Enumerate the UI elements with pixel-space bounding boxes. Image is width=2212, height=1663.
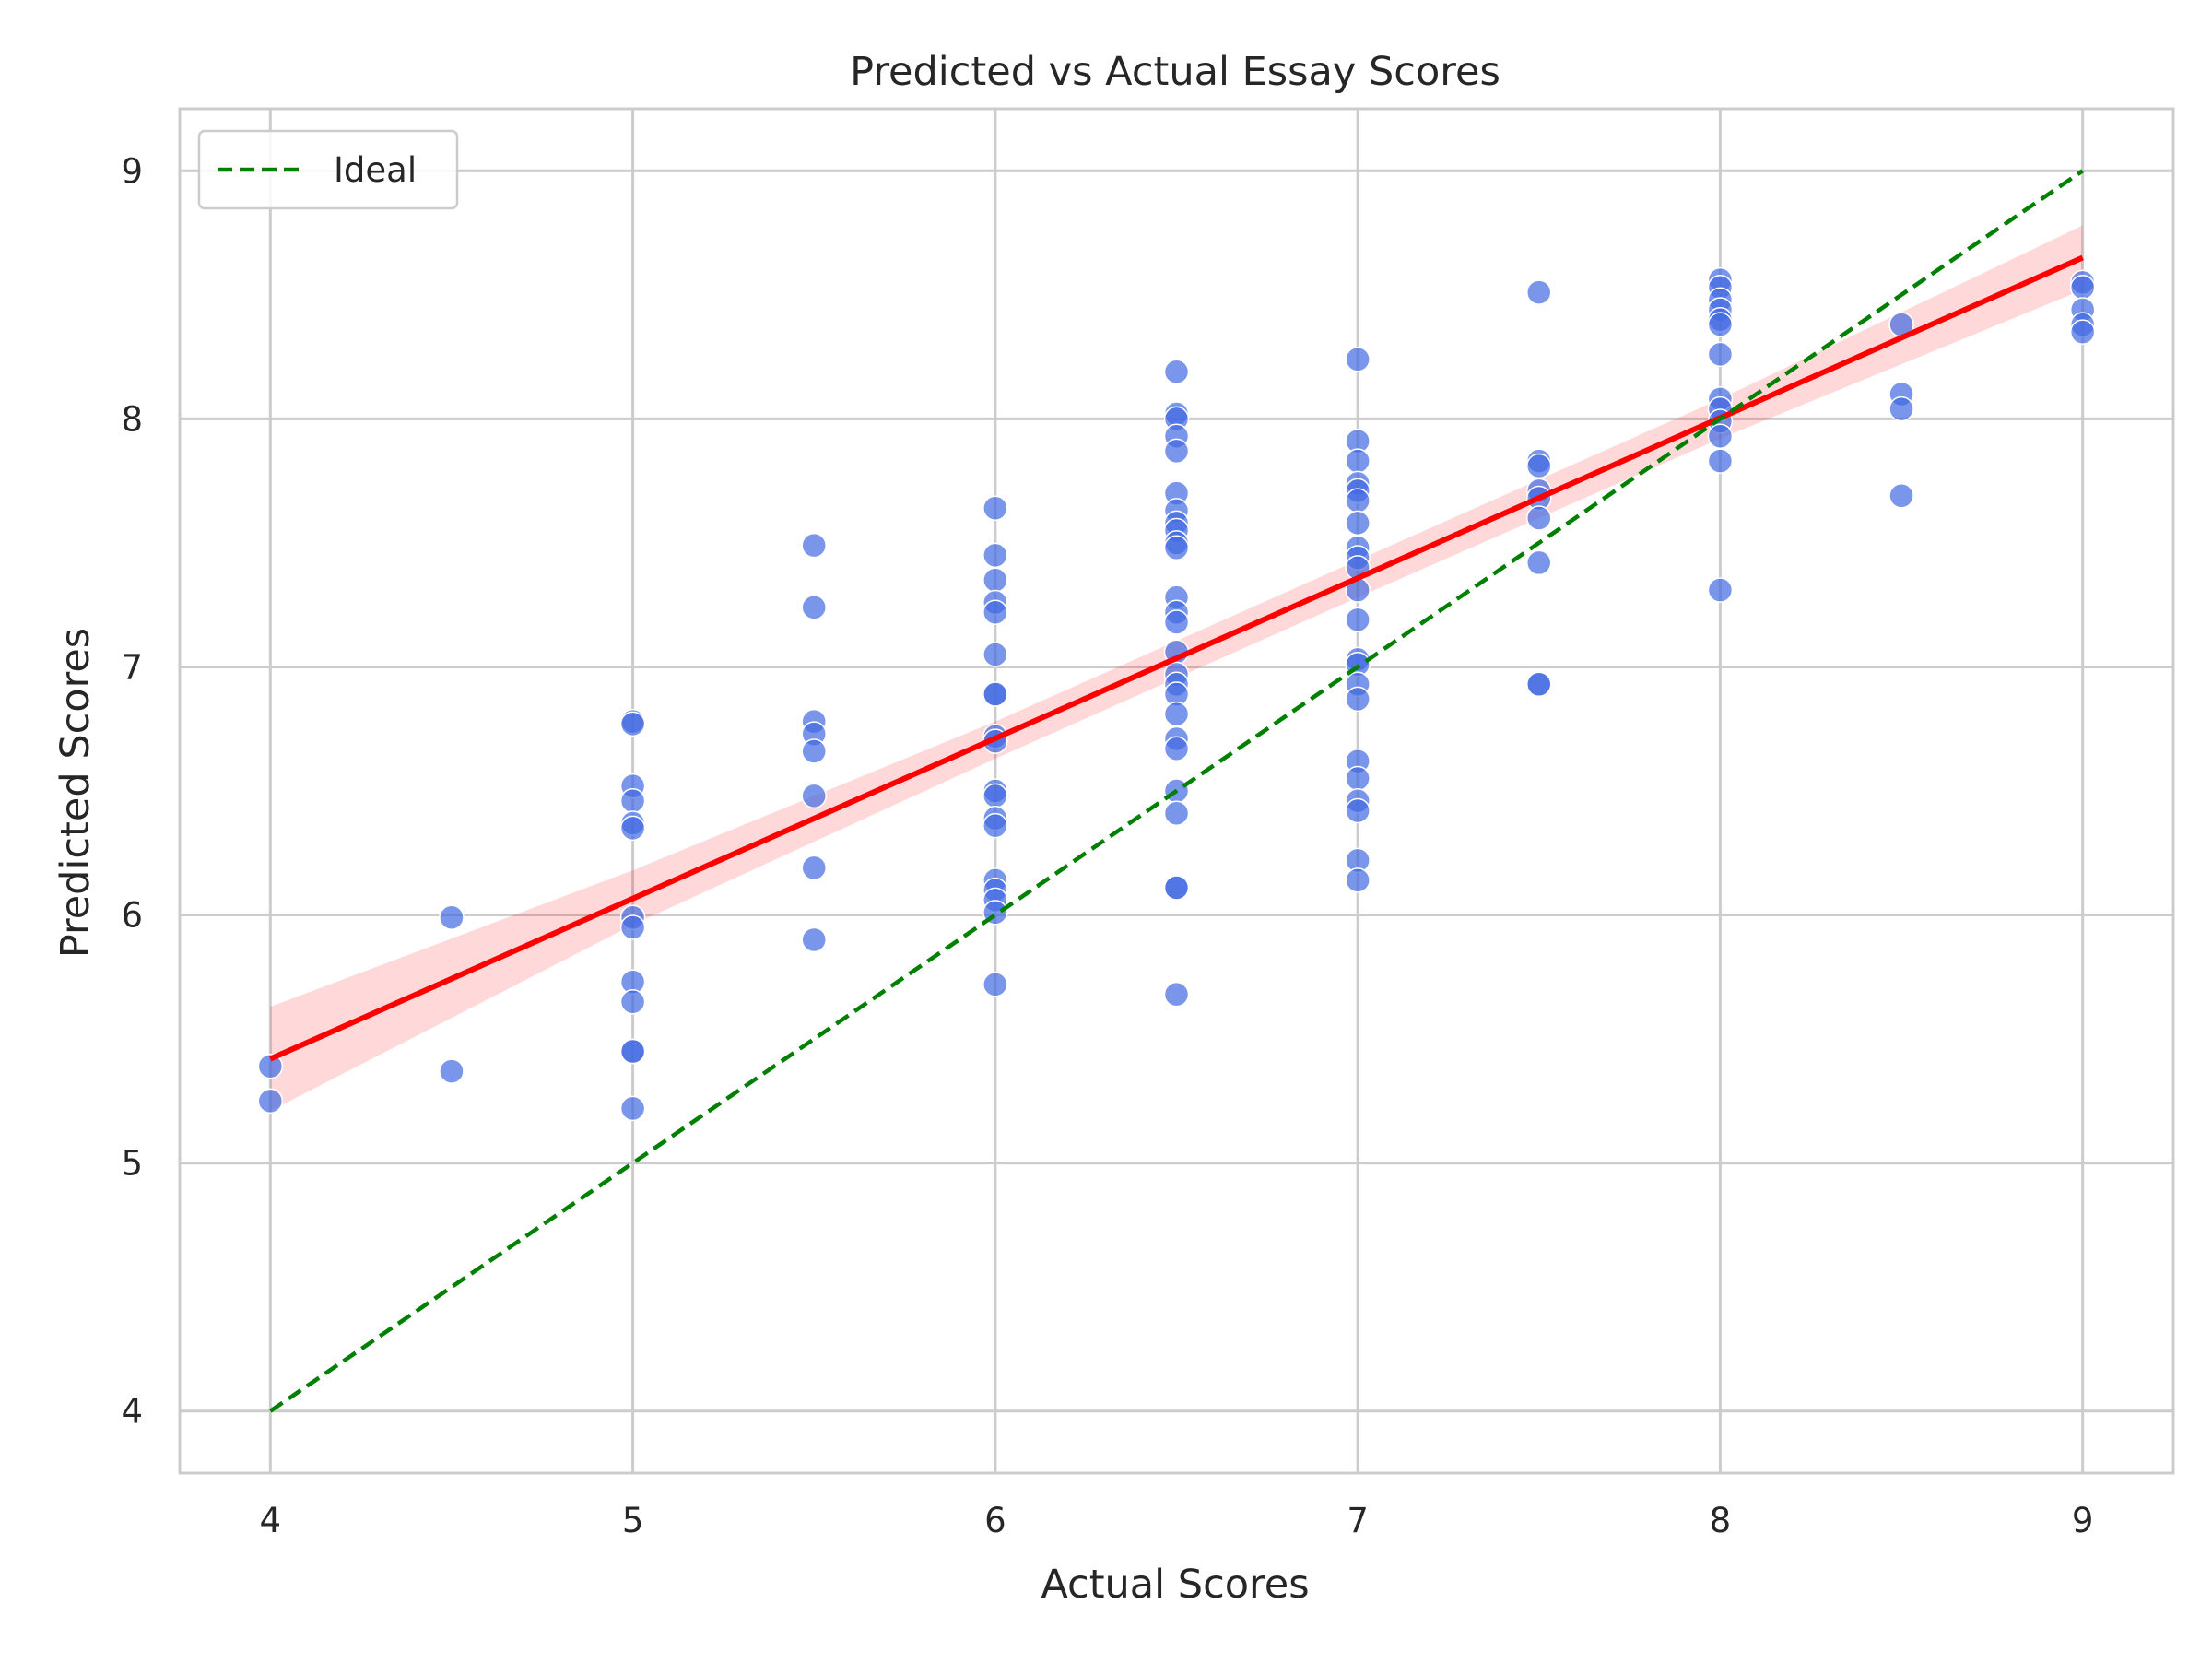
data-point [1707,448,1734,474]
data-point [1345,448,1371,474]
data-point [1526,671,1552,698]
data-point [1707,577,1734,603]
data-point [982,681,1008,707]
x-tick-label: 8 [1710,1501,1732,1540]
data-point [619,1038,646,1065]
plot-frame [178,107,2175,1475]
ideal-line [269,169,2084,1413]
data-point [1163,981,1190,1008]
y-tick-label: 6 [121,896,143,936]
y-axis-label: Predicted Scores [53,628,99,958]
data-point [801,595,827,620]
data-point [1707,312,1734,337]
data-point [1163,701,1190,727]
data-point [1888,483,1914,509]
data-point [1345,797,1371,824]
data-point [982,812,1008,839]
data-points [257,266,2096,1122]
y-tick-label: 7 [121,647,143,687]
y-tick-label: 8 [121,399,143,439]
data-point [1163,359,1190,384]
data-point [1526,505,1552,531]
data-point [982,972,1008,997]
data-point [619,914,646,940]
data-point [982,783,1008,809]
data-point [1526,549,1552,576]
y-tick-label: 9 [121,151,143,191]
x-axis-label: Actual Scores [1041,1562,1309,1608]
tick-labels: 4 5 6 7 8 9 4 5 6 7 8 9 [121,151,2093,1540]
data-point [982,495,1008,521]
regression-line [269,254,2084,1062]
legend-box [197,129,459,210]
x-tick-label: 5 [622,1501,644,1540]
data-point [1163,609,1190,635]
data-point [619,815,646,842]
data-point [801,926,827,953]
data-point [619,1095,646,1122]
data-point [439,904,465,930]
data-point [1163,438,1190,465]
data-point [1163,800,1190,826]
x-tick-label: 9 [2072,1501,2094,1540]
data-point [619,711,646,737]
data-point [2069,274,2096,301]
data-point [801,738,827,764]
data-point [982,599,1008,626]
data-point [2069,319,2096,345]
data-point [1163,875,1190,901]
legend-ideal-label: Ideal [334,150,417,190]
lines [269,169,2084,1413]
x-tick-label: 7 [1347,1501,1369,1540]
data-point [1345,765,1371,792]
data-point [257,1088,284,1115]
data-point [1345,347,1371,372]
data-point [801,532,827,559]
data-point [1345,607,1371,633]
x-tick-label: 6 [984,1501,1006,1540]
data-point [1707,341,1734,368]
y-tick-label: 5 [121,1144,143,1184]
y-tick-label: 4 [121,1392,143,1432]
data-point [801,855,827,881]
data-point [982,542,1008,569]
data-point [982,567,1008,594]
data-point [982,642,1008,667]
data-point [619,988,646,1015]
data-point [1345,488,1371,513]
data-point [1163,535,1190,561]
data-point [1345,686,1371,713]
data-point [619,788,646,814]
data-point [1345,867,1371,893]
data-point [1888,395,1914,422]
data-point [439,1058,465,1084]
chart-title: Predicted vs Actual Essay Scores [850,49,1500,95]
data-point [1163,736,1190,762]
data-point [1707,423,1734,449]
data-point [1526,453,1552,479]
x-tick-label: 4 [260,1501,282,1540]
data-point [1526,279,1552,305]
data-point [257,1053,284,1079]
data-point [801,783,827,809]
legend: Ideal [197,129,459,210]
data-point [1345,510,1371,537]
